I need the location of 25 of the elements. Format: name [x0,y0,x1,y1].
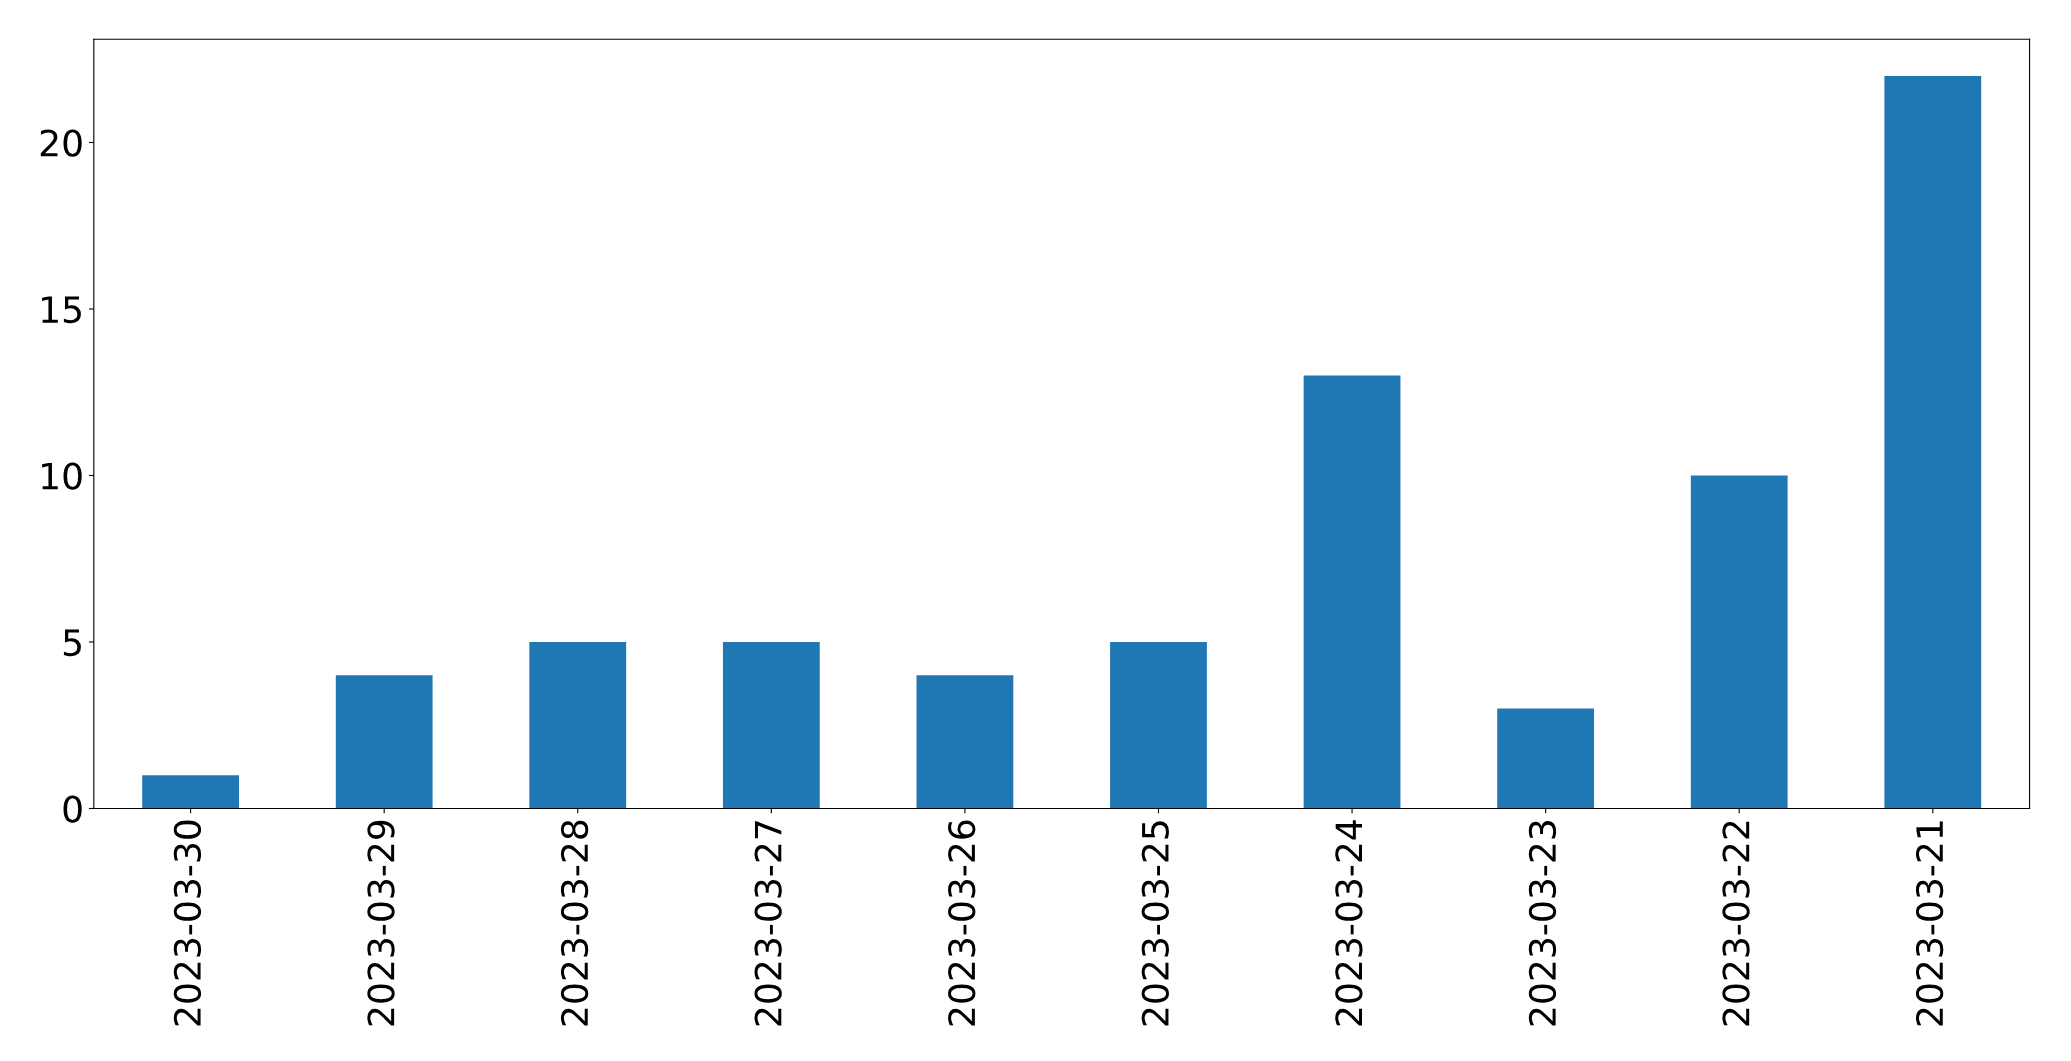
bar [916,675,1014,809]
x-tick-label: 2023-03-22 [1722,821,1750,1026]
x-tick-label: 2023-03-25 [1141,821,1169,1026]
x-tick-label: 2023-03-23 [1528,821,1557,1026]
x-tick-label: 2023-03-26 [948,820,976,1026]
bar [1497,708,1595,809]
bar [1110,641,1207,809]
x-tick-label: 2023-03-21 [1915,821,1944,1026]
bar [1690,475,1788,809]
bar [722,641,820,809]
x-tick-label: 2023-03-30 [173,820,202,1026]
bar [529,641,627,809]
x-tick-label: 2023-03-29 [367,820,395,1026]
y-tick-label: 10 [42,462,82,490]
x-tick-label: 2023-03-27 [754,821,782,1026]
bar [335,675,433,809]
y-tick-label: 20 [40,129,82,157]
y-tick-label: 0 [63,795,82,823]
y-tick-label: 5 [63,629,81,657]
bar [142,775,239,809]
x-tick-label: 2023-03-24 [1335,820,1363,1026]
bar [1303,375,1401,809]
bar [1884,75,1982,809]
x-tick-label: 2023-03-28 [560,820,589,1026]
y-tick-label: 15 [42,296,81,324]
